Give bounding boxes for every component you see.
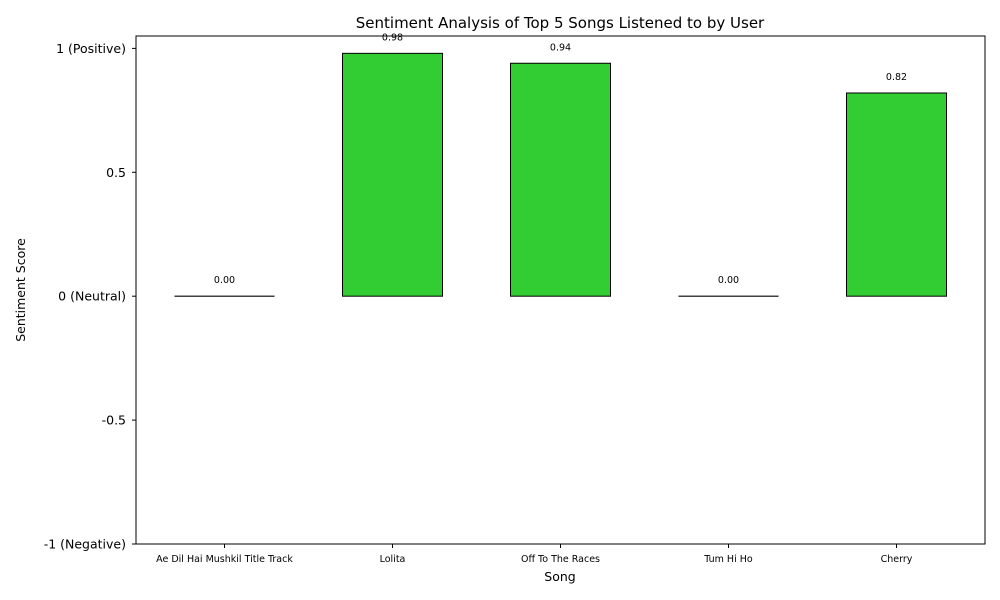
- x-tick-label-3: Tum Hi Ho: [703, 554, 753, 565]
- y-tick-label-1: 0.5: [106, 165, 126, 180]
- x-tick-label-1: Lolita: [380, 554, 406, 565]
- chart-title: Sentiment Analysis of Top 5 Songs Listen…: [356, 14, 765, 32]
- y-axis: 1 (Positive) 0.5 0 (Neutral) -0.5 -1 (Negati…: [44, 41, 136, 552]
- y-tick-label-4: -1 (Negative): [44, 537, 126, 552]
- bar-4: [846, 92, 947, 297]
- y-tick-label-3: -0.5: [102, 413, 126, 428]
- data-labels-group: 0.00 0.98 0.94 0.00 0.82: [214, 32, 907, 286]
- bar-1: [342, 52, 443, 297]
- x-axis: Ae Dil Hai Mushkil Title Track Lolita Off …: [156, 544, 913, 565]
- x-tick-label-0: Ae Dil Hai Mushkil Title Track: [156, 554, 293, 565]
- bar-2: [510, 62, 611, 297]
- y-axis-label: Sentiment Score: [13, 238, 28, 342]
- data-label-0: 0.00: [214, 275, 235, 286]
- y-tick-label-2: 0 (Neutral): [58, 289, 126, 304]
- data-label-4: 0.82: [886, 72, 907, 83]
- x-tick-label-4: Cherry: [881, 554, 913, 565]
- bars-group: [174, 52, 947, 297]
- data-label-1: 0.98: [382, 32, 403, 43]
- data-label-3: 0.00: [718, 275, 739, 286]
- plot-frame: [135, 35, 986, 545]
- x-axis-label: Song: [544, 569, 575, 584]
- data-label-2: 0.94: [550, 42, 571, 53]
- x-tick-label-2: Off To The Races: [521, 554, 600, 565]
- y-tick-label-0: 1 (Positive): [56, 41, 126, 56]
